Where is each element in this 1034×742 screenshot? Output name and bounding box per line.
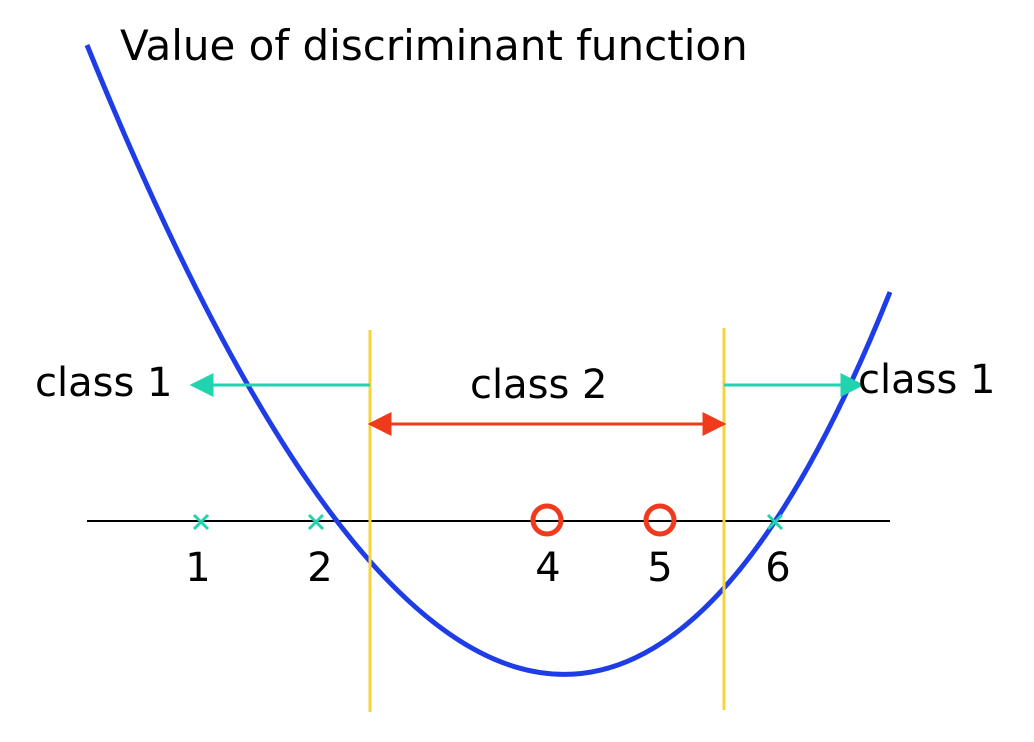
point-label-1: 1 bbox=[185, 545, 210, 591]
point-label-4: 4 bbox=[535, 545, 560, 591]
cross-marker-point-1 bbox=[192, 513, 210, 531]
cross-marker-point-2 bbox=[307, 513, 325, 531]
point-label-2: 2 bbox=[307, 545, 332, 591]
discriminant-curve bbox=[84, 44, 893, 677]
region-label-class1-right: class 1 bbox=[858, 357, 995, 403]
circle-marker-point-5 bbox=[643, 503, 677, 537]
region-label-class2: class 2 bbox=[470, 362, 607, 408]
point-label-5: 5 bbox=[647, 545, 672, 591]
point-label-6: 6 bbox=[765, 545, 790, 591]
diagram-title: Value of discriminant function bbox=[120, 21, 748, 70]
cross-marker-point-6 bbox=[766, 513, 784, 531]
region-label-class1-left: class 1 bbox=[35, 360, 172, 406]
circle-marker-point-4 bbox=[530, 503, 564, 537]
